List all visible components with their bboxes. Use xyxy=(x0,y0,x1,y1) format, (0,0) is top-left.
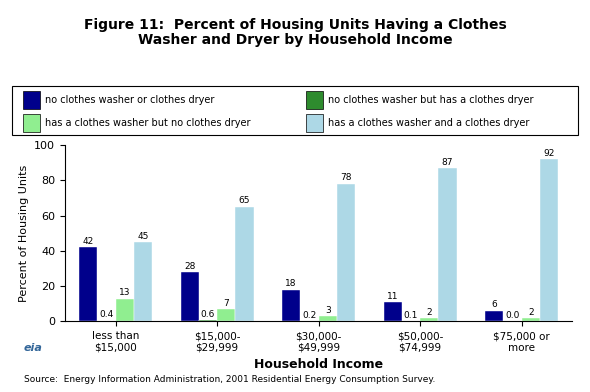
Bar xyxy=(420,318,438,321)
FancyBboxPatch shape xyxy=(306,114,323,132)
Bar xyxy=(319,316,337,321)
Bar xyxy=(337,184,355,321)
Text: has a clothes washer but no clothes dryer: has a clothes washer but no clothes drye… xyxy=(45,118,250,128)
Text: has a clothes washer and a clothes dryer: has a clothes washer and a clothes dryer xyxy=(328,118,529,128)
Bar xyxy=(384,302,402,321)
Text: 65: 65 xyxy=(239,196,250,205)
Text: 0.0: 0.0 xyxy=(505,311,520,320)
Y-axis label: Percent of Housing Units: Percent of Housing Units xyxy=(19,165,29,302)
FancyBboxPatch shape xyxy=(306,91,323,109)
Bar xyxy=(282,290,300,321)
Text: 6: 6 xyxy=(491,300,497,309)
Text: 0.1: 0.1 xyxy=(404,311,418,320)
X-axis label: Household Income: Household Income xyxy=(254,358,383,371)
Text: 0.6: 0.6 xyxy=(201,310,215,319)
Bar xyxy=(235,207,254,321)
Bar xyxy=(540,159,558,321)
Text: 0.2: 0.2 xyxy=(302,311,317,320)
Text: 42: 42 xyxy=(83,237,94,246)
Text: 0.4: 0.4 xyxy=(99,310,114,319)
Text: 11: 11 xyxy=(387,292,398,301)
Text: 87: 87 xyxy=(442,158,453,167)
FancyBboxPatch shape xyxy=(23,91,40,109)
Bar xyxy=(199,320,217,321)
Text: no clothes washer or clothes dryer: no clothes washer or clothes dryer xyxy=(45,95,214,105)
Text: 92: 92 xyxy=(543,149,555,158)
Text: 13: 13 xyxy=(119,288,130,297)
Text: no clothes washer but has a clothes dryer: no clothes washer but has a clothes drye… xyxy=(328,95,533,105)
Text: Washer and Dryer by Household Income: Washer and Dryer by Household Income xyxy=(137,33,453,47)
Bar xyxy=(116,299,134,321)
FancyBboxPatch shape xyxy=(23,114,40,132)
Bar xyxy=(217,309,235,321)
Text: 2: 2 xyxy=(427,307,432,316)
Text: eia: eia xyxy=(24,343,42,353)
Text: Figure 11:  Percent of Housing Units Having a Clothes: Figure 11: Percent of Housing Units Havi… xyxy=(84,18,506,32)
Bar xyxy=(438,168,457,321)
Bar xyxy=(485,311,503,321)
Bar xyxy=(79,247,97,321)
Text: Source:  Energy Information Administration, 2001 Residential Energy Consumption : Source: Energy Information Administratio… xyxy=(24,375,435,384)
Text: 28: 28 xyxy=(184,261,195,270)
Text: 7: 7 xyxy=(224,299,229,308)
Text: 78: 78 xyxy=(340,173,352,182)
Bar xyxy=(134,242,152,321)
Bar xyxy=(522,318,540,321)
Bar xyxy=(181,272,199,321)
Text: 3: 3 xyxy=(325,306,330,315)
FancyBboxPatch shape xyxy=(12,86,578,135)
Text: 2: 2 xyxy=(528,307,533,316)
Text: 18: 18 xyxy=(286,279,297,288)
Text: 45: 45 xyxy=(137,232,149,241)
